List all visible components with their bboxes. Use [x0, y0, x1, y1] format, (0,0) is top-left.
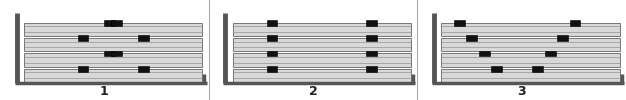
Bar [233, 38, 411, 51]
Bar [24, 69, 202, 82]
Bar [267, 51, 277, 56]
Bar [138, 66, 149, 72]
Bar [366, 20, 377, 26]
Bar [545, 51, 555, 56]
Text: 1: 1 [100, 85, 109, 98]
Bar [24, 54, 202, 66]
Bar [24, 38, 202, 51]
Bar [366, 35, 377, 41]
Bar [105, 51, 115, 56]
Bar [24, 23, 202, 36]
Text: 2: 2 [309, 85, 317, 98]
Bar [111, 20, 122, 26]
Bar [78, 66, 88, 72]
Bar [267, 20, 277, 26]
Bar [233, 54, 411, 66]
Bar [78, 35, 88, 41]
Text: 3: 3 [517, 85, 526, 98]
Bar [454, 20, 464, 26]
Bar [267, 35, 277, 41]
Bar [491, 66, 502, 72]
Bar [557, 35, 568, 41]
Bar [267, 66, 277, 72]
Bar [441, 69, 620, 82]
Bar [441, 38, 620, 51]
Bar [233, 69, 411, 82]
Bar [138, 35, 149, 41]
Bar [105, 20, 115, 26]
Bar [111, 51, 122, 56]
Bar [233, 23, 411, 36]
Bar [466, 35, 477, 41]
Bar [570, 20, 580, 26]
Bar [366, 66, 377, 72]
Bar [441, 54, 620, 66]
Bar [366, 51, 377, 56]
Bar [441, 23, 620, 36]
Bar [479, 51, 490, 56]
Bar [532, 66, 543, 72]
